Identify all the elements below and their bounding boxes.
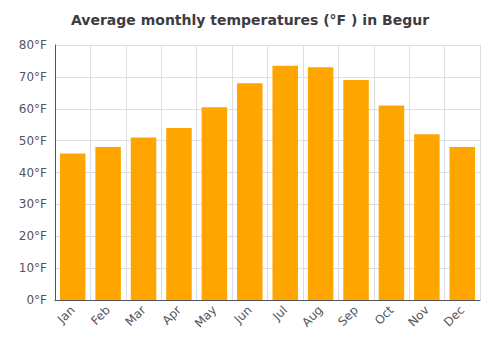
svg-text:Sep: Sep	[335, 303, 361, 329]
svg-text:Oct: Oct	[372, 303, 397, 328]
svg-text:80°F: 80°F	[19, 38, 47, 52]
svg-text:Dec: Dec	[441, 303, 467, 329]
svg-text:Average monthly temperatures (: Average monthly temperatures (°F ) in Be…	[71, 12, 429, 28]
svg-text:Nov: Nov	[405, 303, 431, 329]
svg-text:20°F: 20°F	[19, 229, 47, 243]
svg-text:70°F: 70°F	[19, 70, 47, 84]
svg-text:Jun: Jun	[231, 303, 255, 327]
svg-text:Jul: Jul	[269, 303, 290, 324]
svg-text:May: May	[192, 303, 219, 330]
svg-text:Mar: Mar	[123, 303, 149, 329]
svg-text:60°F: 60°F	[19, 102, 47, 116]
svg-text:Apr: Apr	[159, 303, 184, 328]
svg-text:Aug: Aug	[299, 303, 325, 329]
svg-text:30°F: 30°F	[19, 197, 47, 211]
svg-text:50°F: 50°F	[19, 134, 47, 148]
svg-text:0°F: 0°F	[26, 293, 47, 307]
svg-text:10°F: 10°F	[19, 261, 47, 275]
svg-text:40°F: 40°F	[19, 166, 47, 180]
svg-text:Feb: Feb	[88, 303, 113, 328]
svg-text:Jan: Jan	[54, 303, 78, 327]
